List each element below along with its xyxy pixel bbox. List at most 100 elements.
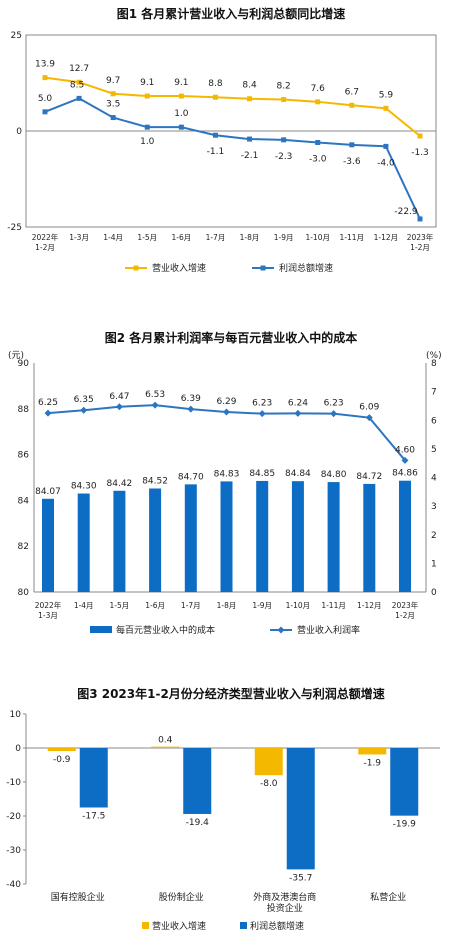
chart-2-right-tick: 2 [431, 531, 437, 541]
chart-1-data-label: 7.6 [311, 84, 326, 94]
chart-2-point [44, 409, 52, 417]
chart-2-bar-label: 84.84 [285, 469, 311, 479]
chart-2-line-label: 6.23 [252, 399, 272, 409]
chart-1-data-label: 13.9 [35, 60, 55, 70]
chart-3-bar [358, 748, 387, 755]
chart-1-y-tick: -25 [7, 223, 22, 233]
chart-2-legend-line-marker [277, 626, 285, 634]
chart-2-point [330, 410, 338, 418]
chart-2-bar [149, 488, 162, 592]
chart-2-right-tick: 3 [431, 502, 437, 512]
chart-3-x-tick: 外商及港澳台商投资企业 [253, 891, 316, 914]
chart-1-point [42, 75, 48, 81]
chart-1-y-tick: 25 [11, 31, 22, 41]
chart-1-x-tick: 1-3月 [69, 233, 89, 242]
chart-2-bar [184, 484, 197, 592]
chart-3-y-tick: -10 [6, 778, 21, 788]
chart-2-x-tick: 1-5月 [110, 601, 130, 610]
chart-3-title: 图3 2023年1-2月份分经济类型营业收入与利润总额增速 [77, 686, 385, 701]
chart-1-point [349, 102, 355, 108]
chart-1-series-line-1 [44, 76, 421, 137]
chart-1-data-label: -3.6 [343, 157, 361, 167]
chart-1-series-line-2 [44, 97, 421, 220]
chart-1-point [144, 93, 150, 99]
chart-1-point [178, 124, 184, 130]
chart-2-bar-label: 84.80 [321, 470, 347, 480]
chart-1-x-tick: 1-7月 [206, 233, 226, 242]
chart-2-x-tick: 2023年 1-2月 [392, 600, 419, 620]
chart-3-by-ownership-type: 图3 2023年1-2月份分经济类型营业收入与利润总额增速 10 0 -10 -20 -… [0, 672, 463, 938]
chart-3-svg: 图3 2023年1-2月份分经济类型营业收入与利润总额增速 10 0 -10 -20 -… [6, 686, 440, 932]
chart-1-legend-label: 营业收入增速 [152, 262, 206, 274]
chart-1-point [178, 93, 184, 99]
chart-3-bar [390, 748, 419, 816]
chart-1-x-tick: 2022年 1-2月 [32, 232, 59, 252]
chart-2-bar [42, 498, 54, 592]
chart-3-y-tick: -30 [6, 846, 21, 856]
chart-1-point [144, 124, 150, 130]
chart-1-point [212, 132, 218, 138]
chart-2-right-tick: 1 [431, 559, 437, 569]
chart-2-line-label: 6.47 [109, 392, 129, 402]
chart-1-point [76, 79, 82, 85]
chart-2-bar-label: 84.30 [71, 482, 97, 492]
chart-1-point [247, 136, 253, 142]
chart-2-point [294, 409, 302, 417]
chart-2-left-tick: 80 [18, 588, 30, 598]
chart-3-data-label: -35.7 [289, 873, 312, 883]
chart-3-bar [47, 748, 76, 752]
chart-2-point [115, 403, 123, 411]
chart-3-x-tick: 股份制企业 [159, 891, 204, 903]
chart-1-x-tick: 1-12月 [374, 233, 399, 242]
chart-1-x-tick: 1-9月 [274, 233, 294, 242]
chart-1-point [417, 133, 423, 139]
chart-1-data-label: 5.9 [379, 90, 394, 100]
chart-3-data-label: -17.5 [82, 812, 105, 822]
chart-1-data-label: 1.0 [174, 109, 189, 119]
chart-2-bar [256, 480, 269, 592]
chart-1-data-label: 9.1 [174, 78, 188, 88]
chart-2-bar-label: 84.86 [392, 469, 418, 479]
chart-2-line-label: 6.09 [359, 403, 379, 413]
chart-1-data-label: 9.1 [140, 78, 154, 88]
chart-2-line-label: 6.29 [216, 397, 236, 407]
chart-2-bar-label: 84.42 [107, 479, 133, 489]
chart-1-title: 图1 各月累计营业收入与利润总额同比增速 [117, 6, 346, 21]
chart-1-x-tick: 2023年 1-2月 [407, 232, 434, 252]
chart-2-x-tick: 2022年 1-3月 [35, 600, 62, 620]
chart-2-legend-bar-swatch [90, 626, 112, 633]
chart-1-data-label: -1.3 [411, 148, 429, 158]
chart-2-point [187, 405, 195, 413]
chart-2-x-tick: 1-7月 [181, 601, 201, 610]
chart-2-right-tick: 5 [431, 445, 437, 455]
chart-2-bar-label: 84.72 [356, 472, 382, 482]
chart-1-x-tick: 1-4月 [103, 233, 123, 242]
chart-2-bar-label: 84.70 [178, 472, 204, 482]
chart-3-data-label: -19.4 [186, 818, 210, 828]
chart-3-data-label: -1.9 [363, 758, 381, 768]
chart-1-point [281, 97, 287, 103]
chart-1-point [315, 140, 321, 146]
chart-2-line-label: 4.60 [395, 445, 415, 455]
chart-1-x-tick: 1-10月 [305, 233, 330, 242]
chart-2-bar-label: 84.85 [249, 469, 275, 479]
chart-2-x-tick: 1-12月 [357, 601, 382, 610]
chart-1-point [383, 105, 389, 111]
chart-2-line-label: 6.25 [38, 398, 58, 408]
chart-2-line-label: 6.23 [324, 399, 344, 409]
chart-2-line-label: 6.24 [288, 398, 308, 408]
chart-2-right-tick: 8 [431, 359, 437, 369]
chart-2-x-tick: 1-8月 [217, 601, 237, 610]
chart-1-growth-rates: 图1 各月累计营业收入与利润总额同比增速 25 0 -25 2022年 1-2月 1-3月… [0, 0, 463, 300]
chart-2-left-tick: 86 [18, 451, 30, 461]
chart-3-x-tick: 私营企业 [370, 891, 406, 903]
chart-2-left-tick: 84 [18, 496, 30, 506]
chart-3-legend-label: 营业收入增速 [152, 920, 206, 932]
chart-1-point [110, 115, 116, 121]
chart-3-bar [79, 748, 108, 808]
chart-2-svg: 图2 各月累计利润率与每百元营业收入中的成本 (元) (%) 808284868… [8, 330, 442, 636]
chart-2-legend-bar-label: 每百元营业收入中的成本 [116, 624, 215, 636]
chart-3-y-tick: -20 [6, 812, 21, 822]
chart-3-y-tick: 0 [15, 744, 21, 754]
chart-3-data-label: -8.0 [260, 779, 278, 789]
